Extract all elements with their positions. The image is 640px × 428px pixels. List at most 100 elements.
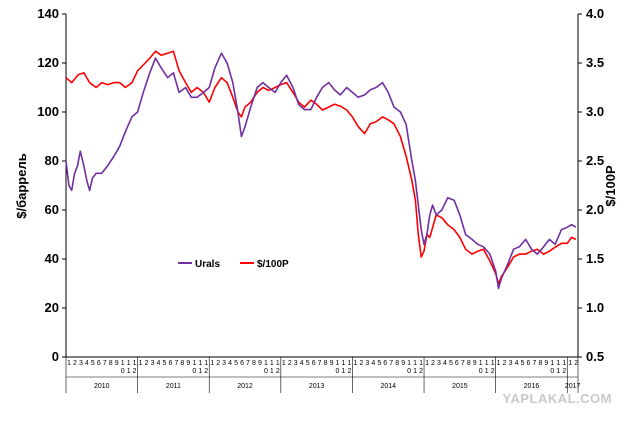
x-month-label: 1 — [413, 360, 417, 367]
x-month-label-2: 0 — [192, 368, 196, 375]
x-month-label-2: 2 — [347, 368, 351, 375]
y-left-tick-label: 100 — [37, 104, 59, 119]
x-year-label: 2011 — [166, 383, 181, 390]
x-month-label: 1 — [67, 360, 71, 367]
x-month-label-2: 1 — [413, 368, 417, 375]
y-right-tick-label: 2.0 — [586, 202, 604, 217]
x-month-label: 4 — [85, 360, 89, 367]
x-month-label: 3 — [509, 360, 513, 367]
x-month-label: 5 — [377, 360, 381, 367]
watermark: YAPLAKAL.COM — [502, 391, 612, 406]
x-month-label: 4 — [300, 360, 304, 367]
plot-frame — [65, 14, 579, 358]
x-month-label: 9 — [544, 360, 548, 367]
x-month-label: 1 — [479, 360, 483, 367]
x-month-label: 2 — [145, 360, 149, 367]
x-month-label: 1 — [419, 360, 423, 367]
x-month-label: 8 — [467, 360, 471, 367]
x-month-label-2: 2 — [562, 368, 566, 375]
x-month-label: 8 — [324, 360, 328, 367]
x-month-label-2: 1 — [342, 368, 346, 375]
x-month-label-2: 0 — [336, 368, 340, 375]
x-month-label-2: 1 — [198, 368, 202, 375]
x-month-label: 8 — [180, 360, 184, 367]
y-right-tick-label: 0.5 — [586, 349, 604, 364]
x-month-label: 6 — [168, 360, 172, 367]
x-month-label: 7 — [461, 360, 465, 367]
x-month-label: 6 — [455, 360, 459, 367]
x-month-label: 6 — [97, 360, 101, 367]
y-right-tick-label: 3.5 — [586, 55, 604, 70]
x-month-label: 7 — [103, 360, 107, 367]
y-right-tick-label: 3.0 — [586, 104, 604, 119]
x-month-label: 4 — [157, 360, 161, 367]
x-month-label: 9 — [401, 360, 405, 367]
series-line-ruble — [65, 50, 577, 285]
x-month-label-2: 1 — [270, 368, 274, 375]
x-month-label: 5 — [163, 360, 167, 367]
legend-label: Urals — [195, 259, 220, 270]
x-month-label: 1 — [347, 360, 351, 367]
x-month-label: 9 — [330, 360, 334, 367]
x-month-label: 5 — [449, 360, 453, 367]
x-month-label: 1 — [133, 360, 137, 367]
x-month-label: 7 — [246, 360, 250, 367]
x-month-label: 1 — [353, 360, 357, 367]
y-left-tick-label: 20 — [45, 300, 59, 315]
x-month-label: 3 — [294, 360, 298, 367]
x-month-label: 1 — [270, 360, 274, 367]
x-month-label: 1 — [550, 360, 554, 367]
x-month-label: 3 — [79, 360, 83, 367]
y-left-tick-label: 40 — [45, 251, 59, 266]
x-month-label: 1 — [491, 360, 495, 367]
y-left-tick-label: 60 — [45, 202, 59, 217]
x-month-label: 1 — [264, 360, 268, 367]
x-month-label: 9 — [473, 360, 477, 367]
x-month-label: 1 — [568, 360, 572, 367]
x-month-label: 2 — [73, 360, 77, 367]
x-month-label-2: 0 — [479, 368, 483, 375]
x-month-label: 6 — [527, 360, 531, 367]
x-month-label: 4 — [443, 360, 447, 367]
x-month-label: 5 — [306, 360, 310, 367]
x-month-label: 3 — [151, 360, 155, 367]
x-month-label: 3 — [222, 360, 226, 367]
x-year-label: 2017 — [565, 383, 581, 390]
y-right-tick-label: 2.5 — [586, 153, 604, 168]
x-month-label: 1 — [562, 360, 566, 367]
x-month-label: 1 — [139, 360, 143, 367]
x-month-label: 7 — [318, 360, 322, 367]
y-right-ticks: 0.5 1.0 1.5 2.0 2.5 3.0 3.5 4.0 — [578, 6, 604, 364]
x-month-label: 8 — [538, 360, 542, 367]
x-month-label: 1 — [342, 360, 346, 367]
x-month-label: 7 — [532, 360, 536, 367]
x-month-label: 1 — [204, 360, 208, 367]
x-month-label: 2 — [503, 360, 507, 367]
y-right-tick-label: 1.5 — [586, 251, 604, 266]
x-month-label: 9 — [186, 360, 190, 367]
x-month-label: 1 — [497, 360, 501, 367]
x-month-label: 8 — [395, 360, 399, 367]
y-right-tick-label: 4.0 — [586, 6, 604, 21]
x-year-label: 2014 — [380, 383, 396, 390]
x-month-label: 2 — [431, 360, 435, 367]
x-month-label-2: 2 — [133, 368, 137, 375]
x-month-label-2: 2 — [276, 368, 280, 375]
y-right-tick-label: 1.0 — [586, 300, 604, 315]
x-month-label: 8 — [109, 360, 113, 367]
x-month-label: 3 — [437, 360, 441, 367]
x-month-label: 6 — [312, 360, 316, 367]
x-month-label-2: 2 — [204, 368, 208, 375]
x-month-label: 3 — [365, 360, 369, 367]
x-month-label-2: 0 — [550, 368, 554, 375]
x-month-label-2: 1 — [485, 368, 489, 375]
x-month-label: 1 — [485, 360, 489, 367]
x-month-label: 1 — [276, 360, 280, 367]
legend: Urals $/100Р — [178, 259, 289, 270]
x-month-label: 1 — [198, 360, 202, 367]
x-month-label: 6 — [240, 360, 244, 367]
x-year-label: 2010 — [94, 383, 110, 390]
x-month-label: 7 — [389, 360, 393, 367]
x-month-label: 5 — [91, 360, 95, 367]
